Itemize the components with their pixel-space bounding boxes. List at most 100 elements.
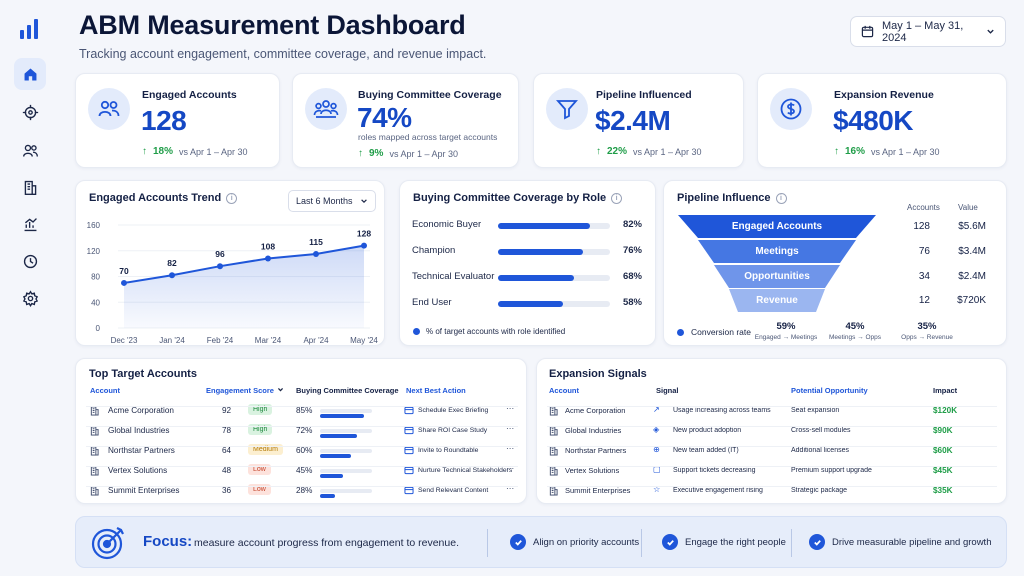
pipeline-influence-card: Pipeline Influence i Accounts Value Enga… (663, 180, 1007, 346)
next-best-action[interactable]: Invite to Roundtable (418, 447, 479, 454)
kpi-delta-period: vs Apr 1 – Apr 30 (389, 148, 458, 159)
table-row[interactable]: Global Industries ◈ New product adoption Cr… (547, 421, 997, 441)
action-icon (404, 426, 414, 437)
more-icon[interactable]: ⋯ (506, 424, 515, 433)
card-title: Pipeline Influence i (677, 192, 787, 204)
info-icon[interactable]: i (226, 192, 238, 204)
signal-icon: ▢ (653, 465, 661, 474)
building-icon (549, 446, 558, 458)
coverage-bar-fill (320, 434, 358, 438)
conversion-pct: 59% (776, 321, 796, 332)
legend-dot (413, 328, 420, 335)
kpi-icon-wrap (770, 88, 812, 130)
sidebar-item-companies[interactable] (14, 171, 46, 203)
role-bar-track (498, 275, 610, 281)
delta-up-arrow-icon: ↑ (142, 146, 147, 157)
y-tick-label: 160 (87, 221, 101, 230)
col-action-header: Next Best Action (406, 386, 466, 395)
funnel-stage-label: Meetings (755, 246, 799, 257)
impact-value: $60K (933, 446, 953, 455)
col-score-header[interactable]: Engagement Score (206, 386, 284, 395)
sidebar-item-history[interactable] (14, 245, 46, 277)
x-tick-label: Feb '24 (207, 336, 234, 345)
potential-opportunity: Additional licenses (791, 447, 849, 454)
target-icon (22, 104, 38, 120)
row-divider (547, 466, 997, 467)
sidebar-item-analytics[interactable] (14, 208, 46, 240)
coverage-legend-text: % of target accounts with role identifie… (426, 327, 566, 336)
card-title: Top Target Accounts (89, 368, 197, 380)
table-row[interactable]: Vertex Solutions ▢ Support tickets decreas… (547, 461, 997, 481)
date-range-picker[interactable]: May 1 – May 31, 2024 (850, 16, 1006, 47)
sidebar-item-home[interactable] (14, 58, 46, 90)
table-row[interactable]: Acme Corporation 92 High 85% Schedule Exec B… (86, 401, 518, 421)
trend-range-text: Last 6 Months (296, 196, 353, 206)
sidebar (0, 0, 60, 576)
info-icon[interactable]: i (775, 192, 787, 204)
table-row[interactable]: Summit Enterprises 36 Low 28% Send Relevant … (86, 481, 518, 501)
role-row: Economic Buyer 82% (412, 219, 642, 233)
top-accounts-title: Top Target Accounts (89, 368, 197, 380)
table-row[interactable]: Acme Corporation ↗ Usage increasing across… (547, 401, 997, 421)
engagement-score: 92 (222, 406, 232, 415)
table-row[interactable]: Northstar Partners 64 Medium 60% Invite to R… (86, 441, 518, 461)
trend-point (169, 272, 175, 279)
y-tick-label: 120 (87, 247, 101, 256)
info-icon[interactable]: i (611, 192, 623, 204)
trend-range-select[interactable]: Last 6 Months (288, 190, 376, 212)
funnel-stage[interactable]: Opportunities (714, 265, 840, 288)
next-best-action[interactable]: Share ROI Case Study (418, 427, 488, 434)
account-name: Vertex Solutions (565, 466, 620, 475)
pipeline-title: Pipeline Influence (677, 192, 771, 204)
expansion-title: Expansion Signals (549, 368, 647, 380)
signal-text: Support tickets decreasing (673, 467, 756, 474)
more-icon[interactable]: ⋯ (506, 464, 515, 473)
group-icon (313, 100, 339, 118)
account-name: Summit Enterprises (565, 486, 631, 495)
conversion-legend: Conversion rate (677, 327, 751, 337)
target-arrow-icon (91, 527, 124, 560)
impact-value: $90K (933, 426, 953, 435)
engagement-badge: Low (248, 484, 271, 495)
next-best-action[interactable]: Schedule Exec Briefing (418, 407, 489, 414)
kpi-delta-period: vs Apr 1 – Apr 30 (871, 146, 940, 157)
building-icon (549, 406, 558, 418)
coverage-bar-fill (320, 494, 335, 498)
coverage-bar-track (320, 469, 372, 478)
funnel-stage[interactable]: Revenue (729, 289, 825, 312)
table-row[interactable]: Northstar Partners ⊕ New team added (IT) Ad… (547, 441, 997, 461)
focus-item: Engage the right people (662, 534, 786, 550)
funnel-stage[interactable]: Engaged Accounts (678, 215, 876, 238)
more-icon[interactable]: ⋯ (506, 444, 515, 453)
table-row[interactable]: Global Industries 78 High 72% Share ROI Case… (86, 421, 518, 441)
kpi-icon-wrap (305, 88, 347, 130)
trend-point (313, 250, 319, 257)
row-divider (86, 426, 518, 427)
conversion-stage-label: Engaged → Meetings (754, 334, 818, 341)
expansion-signals-card: Expansion Signals Account Signal Potenti… (536, 358, 1007, 504)
funnel-stage[interactable]: Meetings (698, 240, 856, 263)
x-tick-label: Apr '24 (303, 336, 329, 345)
signal-icon: ⊕ (653, 445, 660, 454)
y-tick-label: 0 (96, 324, 101, 333)
check-circle-icon (662, 534, 678, 550)
focus-item: Drive measurable pipeline and growth (809, 534, 991, 550)
engagement-badge: Low (248, 464, 271, 475)
building-icon (549, 426, 558, 438)
next-best-action[interactable]: Send Relevant Content (418, 487, 489, 494)
next-best-action[interactable]: Nurture Technical Stakeholders (418, 467, 513, 474)
delta-up-arrow-icon: ↑ (358, 148, 363, 159)
table-row[interactable]: Vertex Solutions 48 Low 45% Nurture Technica… (86, 461, 518, 481)
sidebar-item-target[interactable] (14, 96, 46, 128)
more-icon[interactable]: ⋯ (506, 404, 515, 413)
col-coverage-header: Buying Committee Coverage (296, 386, 399, 395)
more-icon[interactable]: ⋯ (506, 484, 515, 493)
table-row[interactable]: Summit Enterprises ☆ Executive engagement … (547, 481, 997, 501)
card-title: Engaged Accounts Trend i (89, 192, 238, 204)
sidebar-item-settings[interactable] (14, 282, 46, 314)
signal-icon: ◈ (653, 425, 660, 434)
data-label: 115 (309, 237, 323, 247)
sidebar-item-accounts[interactable] (14, 134, 46, 166)
x-tick-label: Mar '24 (255, 336, 282, 345)
focus-text: measure account progress from engagement… (194, 537, 459, 549)
